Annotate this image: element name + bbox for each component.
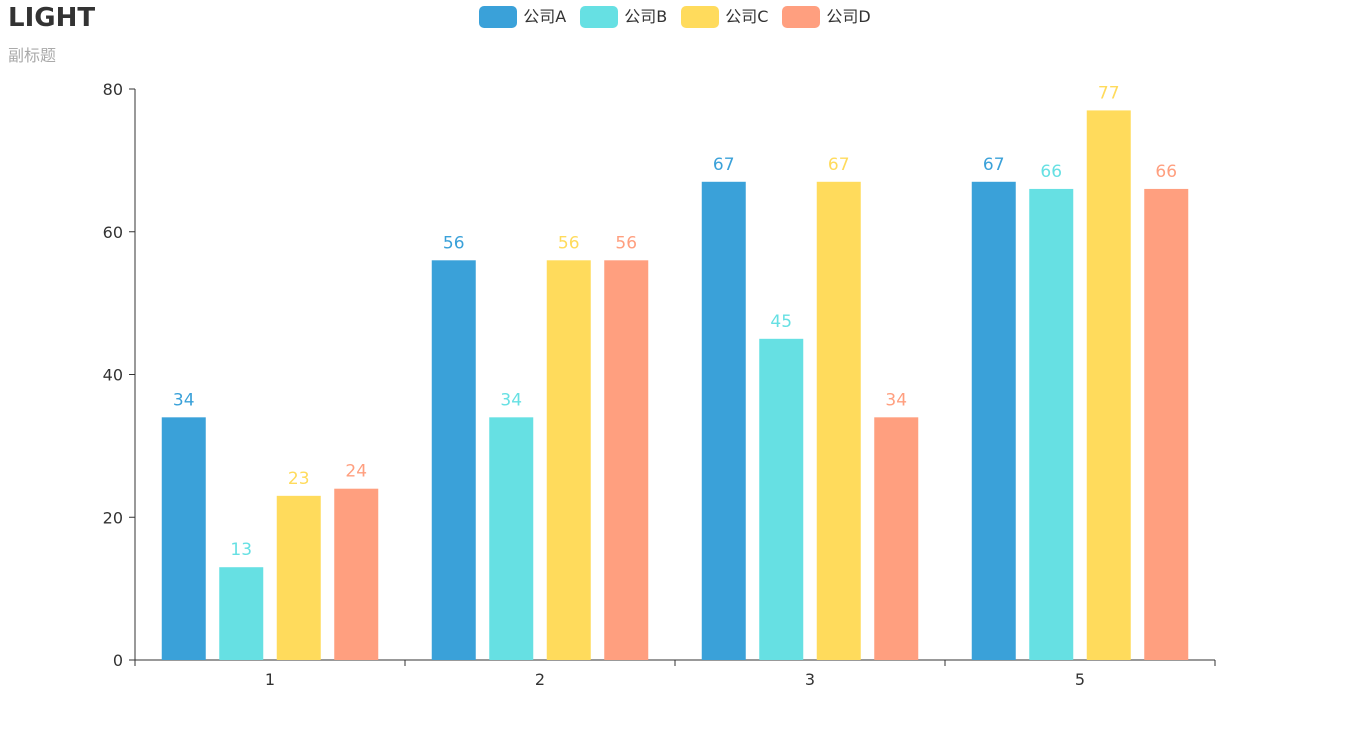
bar xyxy=(334,488,379,660)
bar xyxy=(1029,188,1074,661)
x-tick-label: 3 xyxy=(805,670,815,689)
bar-data-label: 56 xyxy=(558,233,580,253)
bar-data-label: 56 xyxy=(443,233,465,253)
x-tick-label: 2 xyxy=(535,670,545,689)
bar xyxy=(489,417,534,660)
legend-label-company-a: 公司A xyxy=(523,7,567,26)
bar xyxy=(546,260,591,660)
bar-data-label: 77 xyxy=(1098,83,1120,103)
bar-data-label: 66 xyxy=(1040,162,1062,182)
legend-swatch-company-c xyxy=(681,6,720,28)
legend-label-company-b: 公司B xyxy=(624,7,668,26)
bar xyxy=(161,417,206,660)
legend-item-company-a[interactable]: 公司A xyxy=(479,6,566,28)
legend-label-company-c: 公司C xyxy=(725,7,769,26)
y-tick-label: 20 xyxy=(103,508,123,527)
bar-data-label: 34 xyxy=(173,390,195,410)
legend-swatch-company-b xyxy=(580,6,619,28)
bar-data-label: 67 xyxy=(713,155,735,175)
chart-title: LIGHT xyxy=(8,3,96,33)
x-tick-label: 5 xyxy=(1075,670,1085,689)
y-tick-label: 60 xyxy=(103,223,123,242)
bar-data-label: 34 xyxy=(500,390,522,410)
bar-data-label: 45 xyxy=(770,312,792,332)
legend-item-company-b[interactable]: 公司B xyxy=(580,6,667,28)
bar xyxy=(874,417,919,660)
bar xyxy=(219,567,264,660)
bar-data-label: 67 xyxy=(983,155,1005,175)
bar xyxy=(276,495,321,660)
bar-data-label: 67 xyxy=(828,155,850,175)
bar-data-label: 13 xyxy=(230,540,252,560)
legend-label-company-d: 公司D xyxy=(826,7,871,26)
bar-data-label: 66 xyxy=(1155,162,1177,182)
bar xyxy=(604,260,649,660)
y-tick-label: 40 xyxy=(103,366,123,385)
bar xyxy=(1086,110,1131,661)
bar xyxy=(816,181,861,660)
y-tick-label: 80 xyxy=(103,80,123,99)
bar-data-label: 23 xyxy=(288,469,310,489)
legend-item-company-c[interactable]: 公司C xyxy=(681,6,768,28)
bar xyxy=(1144,188,1189,661)
y-tick-label: 0 xyxy=(113,651,123,670)
legend-item-company-d[interactable]: 公司D xyxy=(782,6,871,28)
legend-swatch-company-a xyxy=(479,6,518,28)
bar xyxy=(759,338,804,660)
legend: 公司A 公司B 公司C 公司D xyxy=(0,6,1350,28)
bar xyxy=(431,260,476,660)
bar-data-label: 24 xyxy=(345,462,367,482)
bar-data-label: 34 xyxy=(885,390,907,410)
bar xyxy=(701,181,746,660)
legend-swatch-company-d xyxy=(782,6,821,28)
x-tick-label: 1 xyxy=(265,670,275,689)
bar-data-label: 56 xyxy=(615,233,637,253)
bar xyxy=(971,181,1016,660)
chart-subtitle: 副标题 xyxy=(8,46,57,65)
